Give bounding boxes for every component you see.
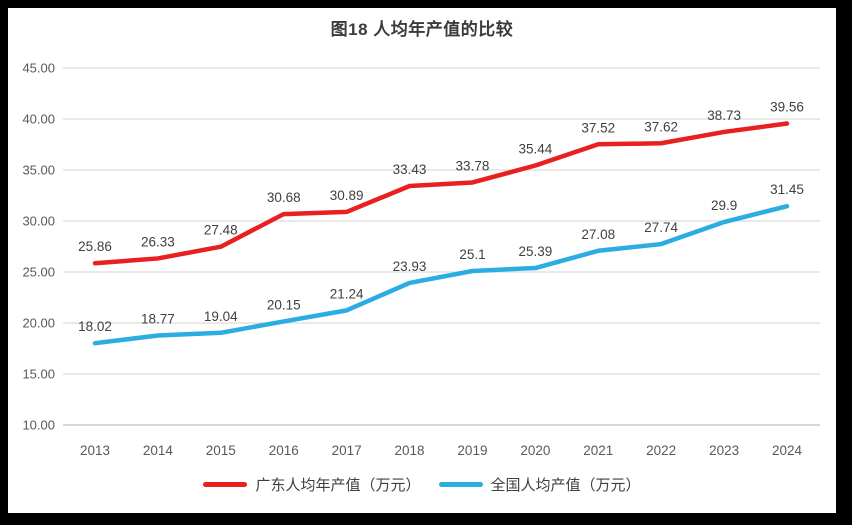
data-label: 37.52 (581, 120, 615, 135)
x-axis-tick-label: 2022 (646, 443, 676, 458)
data-label: 18.77 (141, 312, 175, 327)
data-label: 25.86 (78, 239, 112, 254)
data-label: 23.93 (393, 259, 427, 274)
data-label: 20.15 (267, 297, 301, 312)
data-label: 31.45 (770, 182, 804, 197)
x-axis-tick-label: 2016 (269, 443, 299, 458)
legend-label-guangdong: 广东人均年产值（万元） (255, 476, 421, 494)
data-label: 27.74 (644, 220, 678, 235)
chart-frame: 10.00 15.00 20.00 25.00 30.00 35.00 40.00 45.00… (8, 8, 836, 513)
data-label: 21.24 (330, 286, 364, 301)
data-label: 19.04 (204, 309, 238, 324)
x-axis-tick-label: 2019 (457, 443, 487, 458)
line-chart-plot: 10.00 15.00 20.00 25.00 30.00 35.00 40.00 45.00… (22, 61, 820, 458)
data-label: 39.56 (770, 99, 804, 114)
data-label: 33.78 (456, 158, 490, 173)
legend-swatch-guangdong (203, 481, 248, 487)
series-line-1 (92, 203, 790, 346)
legend: 广东人均年产值（万元） 全国人均产值（万元） (8, 472, 836, 496)
legend-item-national: 全国人均产值（万元） (438, 474, 641, 495)
y-axis-tick-label: 45.00 (22, 61, 55, 76)
data-label: 26.33 (141, 234, 175, 249)
y-axis-tick-label: 40.00 (22, 112, 55, 127)
legend-label-national: 全国人均产值（万元） (490, 476, 641, 494)
data-label: 30.68 (267, 190, 301, 205)
x-axis-tick-label: 2017 (332, 443, 362, 458)
data-label: 38.73 (707, 108, 741, 123)
x-axis-tick-label: 2013 (80, 443, 110, 458)
data-label: 27.48 (204, 223, 238, 238)
chart-title: 图18 人均年产值的比较 (330, 20, 514, 39)
data-label: 33.43 (393, 162, 427, 177)
legend-item-guangdong: 广东人均年产值（万元） (203, 474, 421, 495)
x-axis-tick-label: 2020 (520, 443, 550, 458)
y-axis-tick-label: 35.00 (22, 163, 55, 178)
x-axis-tick-label: 2015 (206, 443, 236, 458)
x-axis-tick-label: 2014 (143, 443, 174, 458)
data-label: 35.44 (518, 142, 552, 157)
data-label: 29.9 (711, 198, 737, 213)
y-axis-tick-label: 30.00 (22, 214, 55, 229)
y-axis-tick-label: 10.00 (22, 418, 55, 433)
y-axis-tick-label: 25.00 (22, 265, 55, 280)
x-axis-tick-label: 2023 (709, 443, 739, 458)
x-axis-tick-label: 2024 (772, 443, 803, 458)
y-axis-tick-label: 15.00 (22, 367, 55, 382)
data-label: 25.39 (518, 244, 552, 259)
data-label: 30.89 (330, 188, 364, 203)
x-axis-tick-label: 2021 (583, 443, 613, 458)
data-label: 18.02 (78, 319, 112, 334)
legend-swatch-national (438, 481, 483, 487)
data-label: 27.08 (581, 227, 615, 242)
series-line-0 (92, 121, 790, 266)
data-label: 25.1 (459, 247, 485, 262)
y-axis-tick-label: 20.00 (22, 316, 55, 331)
data-label: 37.62 (644, 119, 678, 134)
x-axis-tick-label: 2018 (395, 443, 425, 458)
